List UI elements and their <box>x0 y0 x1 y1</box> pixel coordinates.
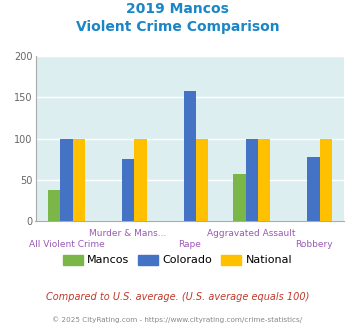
Bar <box>60 139 72 221</box>
Text: © 2025 CityRating.com - https://www.cityrating.com/crime-statistics/: © 2025 CityRating.com - https://www.city… <box>53 316 302 323</box>
Bar <box>258 139 270 221</box>
Text: Murder & Mans...: Murder & Mans... <box>89 229 167 238</box>
Bar <box>48 190 60 221</box>
Bar <box>122 159 134 221</box>
Text: Aggravated Assault: Aggravated Assault <box>207 229 296 238</box>
Bar <box>307 157 320 221</box>
Bar <box>196 139 208 221</box>
Text: Robbery: Robbery <box>295 240 332 249</box>
Legend: Mancos, Colorado, National: Mancos, Colorado, National <box>62 255 293 265</box>
Text: Compared to U.S. average. (U.S. average equals 100): Compared to U.S. average. (U.S. average … <box>46 292 309 302</box>
Text: All Violent Crime: All Violent Crime <box>28 240 104 249</box>
Text: Rape: Rape <box>179 240 201 249</box>
Text: Violent Crime Comparison: Violent Crime Comparison <box>76 20 279 34</box>
Bar <box>246 139 258 221</box>
Bar <box>233 174 246 221</box>
Bar <box>320 139 332 221</box>
Text: 2019 Mancos: 2019 Mancos <box>126 2 229 16</box>
Bar <box>134 139 147 221</box>
Bar <box>184 91 196 221</box>
Bar <box>72 139 85 221</box>
